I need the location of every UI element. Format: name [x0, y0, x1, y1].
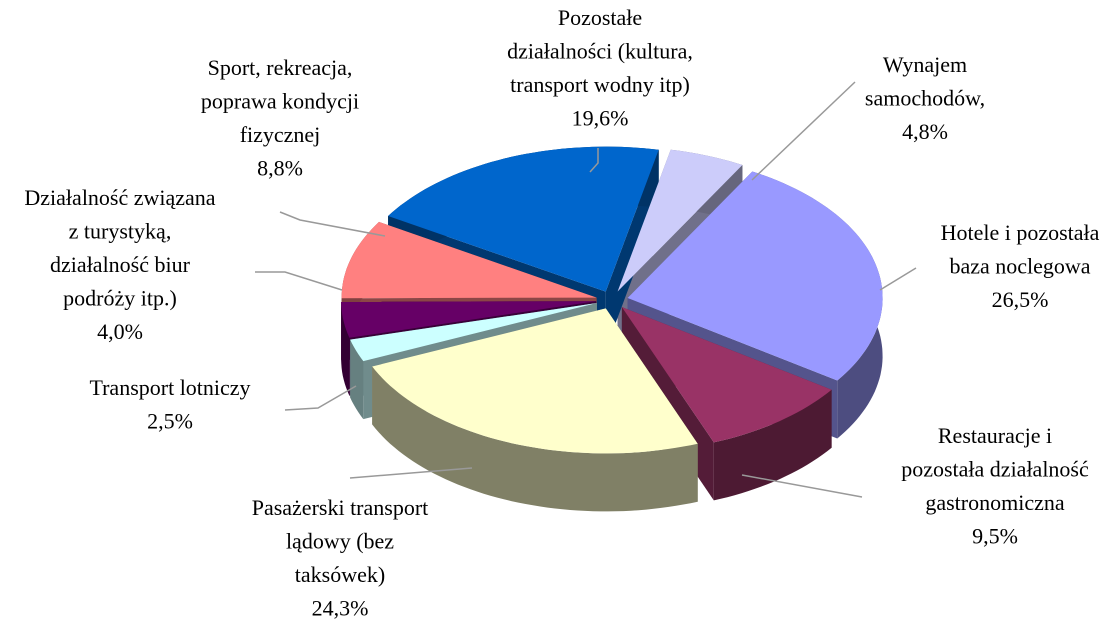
- value-label: 24,3%: [312, 596, 369, 621]
- slice-label: Pasażerski transport lądowy (bez taksówek): [252, 495, 429, 587]
- slice-label: Sport, rekreacja, poprawa kondycji fizyczn…: [201, 55, 359, 147]
- slice: [341, 221, 597, 299]
- value-label: 4,8%: [902, 119, 948, 144]
- slice: [627, 171, 883, 381]
- slice-wall: [713, 389, 832, 501]
- value-label: 9,5%: [972, 524, 1018, 549]
- slice: [388, 146, 659, 292]
- leader-line: [741, 474, 863, 498]
- value-label: 2,5%: [147, 409, 193, 434]
- leader-line: [279, 211, 386, 237]
- leader-line: [751, 81, 856, 181]
- slice-label: Hotele i pozostała baza noclegowa: [941, 220, 1100, 279]
- value-label: 4,0%: [97, 319, 143, 344]
- leader-line: [349, 467, 473, 479]
- slice: [617, 149, 743, 292]
- slice: [372, 308, 698, 454]
- value-label: 19,6%: [572, 106, 629, 131]
- slice: [341, 301, 597, 338]
- leader-line: [255, 271, 343, 291]
- slice-wall: [341, 301, 350, 396]
- leader-line: [879, 267, 917, 291]
- slice-label: Transport lotniczy: [89, 375, 250, 400]
- slice-wall: [350, 339, 364, 420]
- leader-line: [589, 148, 599, 173]
- value-label: 8,8%: [257, 156, 303, 181]
- slice-label: Restauracje i pozostała działalność gastro…: [901, 423, 1089, 515]
- slice-label: Wynajem samochodów,: [865, 52, 985, 111]
- value-label: 26,5%: [992, 287, 1049, 312]
- slice-wall: [372, 366, 698, 512]
- slice: [621, 307, 832, 443]
- slice-label: Działalność związana z turystyką, działaln…: [24, 185, 215, 311]
- slice-label: Pozostałe działalności (kultura, transport…: [507, 5, 693, 97]
- leader-line: [284, 385, 357, 411]
- slice: [350, 303, 597, 362]
